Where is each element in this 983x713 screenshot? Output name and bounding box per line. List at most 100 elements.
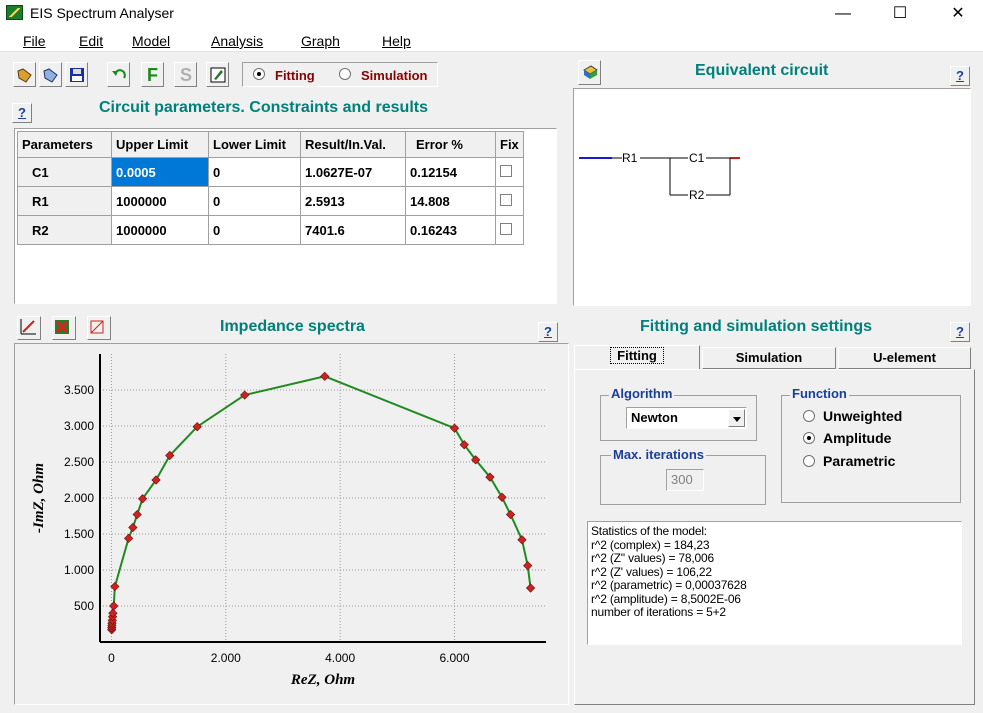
edit-button[interactable]	[206, 62, 229, 87]
delete-points-button[interactable]	[52, 316, 76, 340]
data-point[interactable]	[523, 561, 533, 571]
params-help-button[interactable]: ?	[12, 103, 32, 123]
result-cell[interactable]: 2.5913	[300, 186, 406, 216]
data-point[interactable]	[138, 494, 148, 504]
result-cell[interactable]: 1.0627E-07	[300, 157, 406, 187]
fit-button[interactable]: F	[141, 62, 164, 87]
amplitude-radio[interactable]	[803, 432, 815, 444]
menu-edit[interactable]: Edit	[79, 33, 103, 49]
circuit-editor-button[interactable]	[578, 60, 601, 85]
col-fix: Fix	[495, 131, 524, 158]
fix-cell	[495, 186, 524, 216]
param-name: R2	[17, 215, 112, 245]
data-point[interactable]	[459, 440, 469, 450]
data-point[interactable]	[471, 455, 481, 465]
fix-checkbox[interactable]	[500, 164, 512, 177]
axes-icon	[20, 319, 36, 335]
data-point[interactable]	[151, 475, 161, 485]
lower-limit-cell[interactable]: 0	[208, 215, 301, 245]
data-point[interactable]	[165, 450, 175, 461]
menu-file-label: File	[23, 33, 46, 49]
c1-label[interactable]: C1	[689, 151, 705, 165]
circuit-help-button[interactable]: ?	[950, 66, 970, 86]
minimize-button[interactable]: —	[835, 5, 851, 22]
function-label: Function	[790, 386, 849, 401]
tab-simulation[interactable]: Simulation	[702, 347, 836, 369]
simulate-button[interactable]: S	[174, 62, 197, 87]
title-bar: EIS Spectrum Analyser — ☐ ✕	[0, 0, 983, 28]
impedance-plot: 0 2.000 4.000 6.000 500 1.000 1.500 2.000 2.500 3…	[14, 343, 569, 705]
upper-limit-cell[interactable]: 0.0005	[111, 157, 209, 187]
algorithm-group	[600, 395, 757, 441]
algorithm-select[interactable]: Newton	[626, 407, 747, 429]
simulation-radio[interactable]	[339, 68, 351, 80]
close-button[interactable]: ✕	[951, 5, 965, 22]
simulation-label[interactable]: Simulation	[361, 68, 428, 83]
data-point[interactable]	[497, 492, 507, 502]
lower-limit-cell[interactable]: 0	[208, 157, 301, 187]
max-iterations-field[interactable]: 300	[666, 469, 704, 491]
tab-u-element[interactable]: U-element	[838, 347, 971, 369]
fix-checkbox[interactable]	[500, 222, 512, 235]
data-point[interactable]	[109, 601, 119, 611]
parametric-radio[interactable]	[803, 455, 815, 467]
data-point[interactable]	[505, 509, 516, 520]
result-cell[interactable]: 7401.6	[300, 215, 406, 245]
save-disk-button[interactable]	[65, 62, 88, 87]
data-point[interactable]	[320, 371, 330, 381]
data-point[interactable]	[517, 535, 527, 545]
settings-help-button[interactable]: ?	[950, 322, 970, 342]
data-point[interactable]	[128, 522, 138, 533]
table-row: R1 1000000 0 2.5913 14.808	[17, 186, 524, 216]
settings-section-title: Fitting and simulation settings	[640, 318, 872, 335]
tab-fitting-label: Fitting	[610, 347, 664, 364]
data-point[interactable]	[132, 509, 142, 520]
menu-analysis[interactable]: Analysis	[211, 33, 263, 49]
data-point[interactable]	[485, 472, 495, 482]
data-point[interactable]	[525, 583, 536, 593]
function-option-parametric[interactable]: Parametric	[803, 453, 895, 469]
menu-graph[interactable]: Graph	[301, 33, 340, 49]
circuit-section-title: Equivalent circuit	[695, 62, 829, 79]
y-axis-label: -ImZ, Ohm	[31, 463, 47, 533]
maximize-button[interactable]: ☐	[892, 5, 908, 22]
fitting-label[interactable]: Fitting	[275, 68, 315, 83]
model-statistics: Statistics of the model: r^2 (complex) =…	[587, 521, 962, 645]
zoom-tool-button[interactable]	[87, 316, 111, 340]
data-point[interactable]	[110, 581, 120, 592]
open-button[interactable]	[13, 62, 36, 87]
save-button[interactable]	[39, 62, 62, 87]
stats-line: r^2 (parametric) = 0,00037628	[591, 578, 747, 592]
tab-fitting[interactable]: Fitting	[574, 345, 700, 369]
function-option-amplitude[interactable]: Amplitude	[803, 430, 891, 446]
chevron-down-icon[interactable]	[728, 409, 745, 427]
data-point[interactable]	[240, 390, 250, 400]
fit-icon: F	[147, 65, 158, 85]
fix-checkbox[interactable]	[500, 193, 512, 206]
x-tick-label: 2.000	[211, 651, 241, 665]
menu-help[interactable]: Help	[382, 33, 411, 49]
axis-tool-button[interactable]	[17, 316, 41, 340]
parametric-label: Parametric	[823, 453, 896, 469]
fitting-tab-panel	[574, 369, 975, 705]
menu-model[interactable]: Model	[132, 33, 170, 49]
undo-button[interactable]	[107, 62, 130, 87]
open-icon	[17, 68, 32, 83]
data-point[interactable]	[449, 423, 460, 433]
menu-analysis-label: Analysis	[211, 33, 264, 49]
upper-limit-cell[interactable]: 1000000	[111, 215, 209, 245]
lower-limit-cell[interactable]: 0	[208, 186, 301, 216]
menu-file[interactable]: File	[23, 33, 46, 49]
stats-line: number of iterations = 5+2	[591, 605, 726, 619]
r2-label[interactable]: R2	[689, 188, 705, 202]
function-option-unweighted[interactable]: Unweighted	[803, 408, 902, 424]
spectra-help-button[interactable]: ?	[538, 322, 558, 342]
data-point[interactable]	[192, 422, 202, 432]
unweighted-radio[interactable]	[803, 410, 815, 422]
data-point[interactable]	[123, 533, 134, 543]
r1-label[interactable]: R1	[622, 151, 638, 165]
stats-line: r^2 (Z' values) = 106,22	[591, 564, 712, 579]
fitting-radio[interactable]	[253, 68, 265, 80]
data-point[interactable]	[108, 608, 118, 618]
upper-limit-cell[interactable]: 1000000	[111, 186, 209, 216]
